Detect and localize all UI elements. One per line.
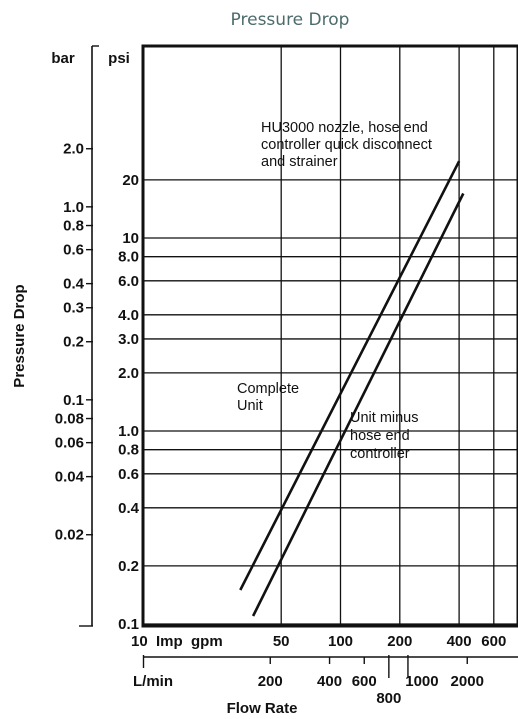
psi-tick-label: 8.0 [118, 249, 139, 266]
annotation-complete-unit: Complete Unit [237, 381, 303, 414]
lmin-tick-label: 600 [352, 673, 377, 690]
bar-tick-label: 0.06 [55, 435, 84, 452]
chart-title: Pressure Drop [231, 10, 350, 30]
bar-tick-label: 0.08 [55, 411, 84, 428]
psi-tick-label: 4.0 [118, 307, 139, 324]
psi-tick-label: 3.0 [118, 331, 139, 348]
gpm-tick-label: 400 [447, 633, 472, 650]
grid [143, 46, 518, 626]
bar-tick-label: 1.0 [63, 199, 84, 216]
annotation-hu3000-line-1: HU3000 nozzle, hose end [261, 120, 428, 136]
imp-gpm-ticks: 50 100 200 400 600 [273, 633, 506, 650]
lmin-tick-label: 1000 [405, 673, 438, 690]
bar-tick-label: 0.04 [55, 469, 85, 486]
annotation-unit-minus-line-1: Unit minus [350, 410, 419, 426]
bar-tick-label: 0.6 [63, 242, 84, 259]
annotation-complete-unit-line-1: Complete [237, 381, 299, 397]
psi-tick-label: 0.6 [118, 466, 139, 483]
bar-tick-label: 0.3 [63, 300, 84, 317]
annotation-unit-minus-line-2: hose end [350, 428, 410, 444]
lmin-tick-label: 800 [376, 690, 401, 707]
bar-tick-label: 0.2 [63, 334, 84, 351]
bar-ticks: 0.02 0.04 0.06 0.08 0.1 0.2 0.3 0.4 0.6 0.8 1.0 2.0 [55, 45, 99, 627]
lmin-tick-label: 200 [258, 673, 283, 690]
lmin-axis-label: L/min [133, 673, 173, 690]
bar-tick-label: 0.1 [63, 392, 84, 409]
y-axis-title: Pressure Drop [11, 284, 28, 387]
plot-frame [141, 44, 518, 628]
psi-tick-label: 2.0 [118, 365, 139, 382]
bar-axis-label: bar [51, 50, 75, 67]
gpm-tick-label: 600 [481, 633, 506, 650]
bar-tick-label: 0.02 [55, 527, 84, 544]
psi-ticks: 0.1 0.2 0.4 0.6 0.8 1.0 2.0 3.0 4.0 6.0 8.0 10 20 [118, 172, 140, 633]
psi-axis-label: psi [108, 50, 130, 67]
annotation-hu3000: HU3000 nozzle, hose end controller quick… [261, 120, 436, 170]
psi-tick-label: 20 [122, 172, 139, 189]
annotation-hu3000-line-3: and strainer [261, 154, 338, 170]
bar-tick-label: 0.4 [63, 276, 85, 293]
psi-tick-label: 0.2 [118, 558, 139, 575]
lmin-tick-label: 2000 [451, 673, 484, 690]
psi-tick-label: 1.0 [118, 423, 139, 440]
annotation-unit-minus: Unit minus hose end controller [350, 410, 423, 462]
series-line-unit-minus-controller [251, 192, 465, 617]
psi-tick-label: 6.0 [118, 273, 139, 290]
bar-tick-label: 2.0 [63, 141, 84, 158]
gpm-tick-label: 200 [387, 633, 412, 650]
gpm-tick-label: 50 [273, 633, 290, 650]
imp-gpm-axis-label: 10 Imp gpm [131, 633, 223, 650]
annotation-unit-minus-line-3: controller [350, 446, 410, 462]
series-lines [239, 160, 465, 617]
psi-tick-label: 0.8 [118, 442, 139, 459]
psi-tick-label: 0.4 [118, 500, 140, 517]
psi-tick-label: 10 [122, 230, 139, 247]
gpm-tick-label: 100 [328, 633, 353, 650]
bar-tick-label: 0.8 [63, 218, 84, 235]
annotation-complete-unit-line-2: Unit [237, 398, 263, 414]
annotation-hu3000-line-2: controller quick disconnect [261, 137, 432, 153]
lmin-tick-label: 400 [317, 673, 342, 690]
series-line-complete-unit [239, 160, 461, 591]
psi-tick-label: 0.1 [118, 616, 139, 633]
x-axis-title: Flow Rate [227, 700, 298, 717]
